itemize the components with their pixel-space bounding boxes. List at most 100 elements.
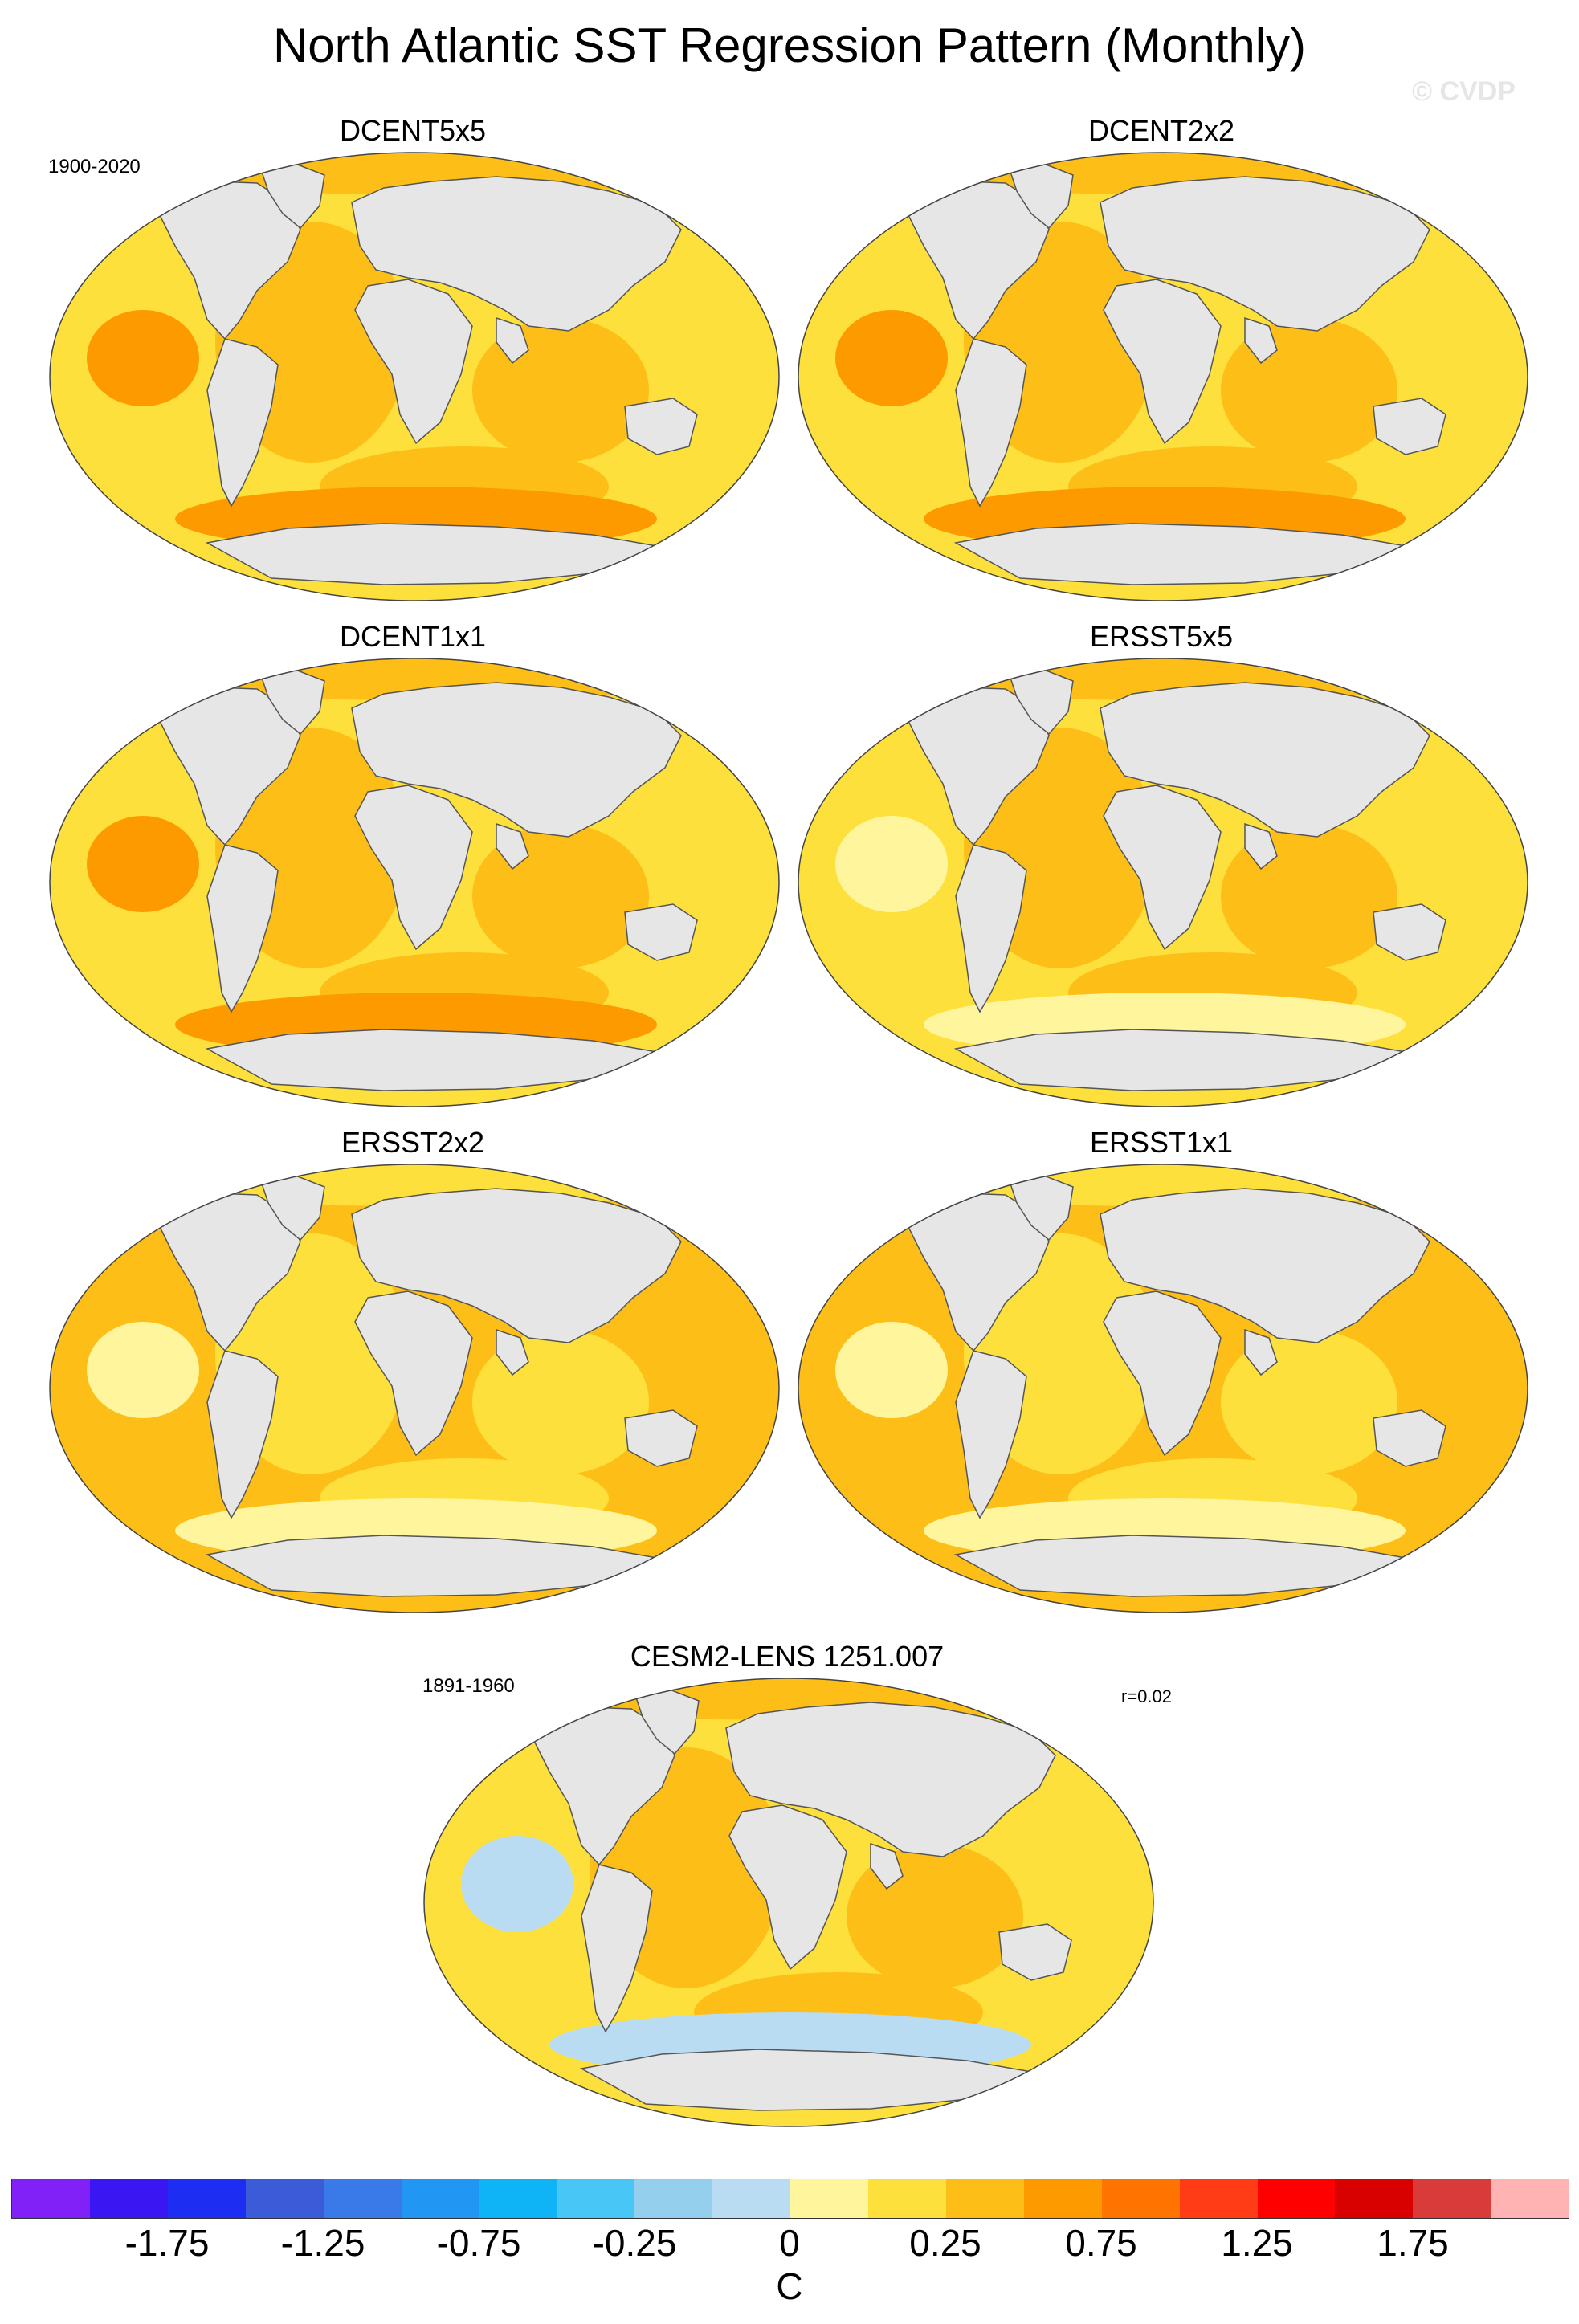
land-mass <box>998 1923 1072 1981</box>
colorbar-tick-label: -0.25 <box>592 2222 677 2264</box>
panel-title-ersst2x2: ERSST2x2 <box>341 1126 485 1159</box>
land-mass <box>158 181 301 340</box>
colorbar-cell <box>712 2179 791 2218</box>
colorbar-tick-label: 0.25 <box>909 2222 981 2264</box>
correlation-label-cesm2-lens: r=0.02 <box>1121 1686 1172 1706</box>
colorbar-cell <box>479 2179 557 2218</box>
colorbar-tick-label: 1.75 <box>1377 2222 1449 2264</box>
land-mass <box>1103 1290 1222 1457</box>
colorbar-cell <box>245 2179 324 2218</box>
land-mass <box>1100 176 1430 332</box>
colorbar-cell <box>1101 2179 1180 2218</box>
sst-anomaly-region <box>87 310 199 406</box>
map-cesm2-lens <box>423 1678 1154 2127</box>
sst-anomaly-region <box>79 1164 753 1206</box>
panel-title-ersst5x5: ERSST5x5 <box>1089 620 1234 653</box>
map-dcent5x5 <box>49 152 780 601</box>
map-dcent1x1 <box>49 658 780 1107</box>
sst-anomaly-region <box>835 310 948 406</box>
colorbar-cell <box>1179 2179 1258 2218</box>
land-mass <box>351 1188 682 1343</box>
land-mass <box>354 279 473 445</box>
map-outline <box>798 658 1528 1107</box>
colorbar-cell <box>323 2179 402 2218</box>
panel-title-ersst1x1: ERSST1x1 <box>1089 1126 1234 1159</box>
colorbar-cell <box>1257 2179 1336 2218</box>
colorbar-tick-label: -1.75 <box>124 2222 210 2264</box>
land-mass <box>1010 1175 1074 1242</box>
land-mass <box>1244 822 1278 870</box>
colorbar <box>11 2179 1569 2219</box>
map-outline <box>49 658 780 1107</box>
sst-anomaly-region <box>453 1678 1128 1720</box>
land-mass <box>1373 398 1446 455</box>
land-mass <box>1244 1328 1278 1376</box>
land-mass <box>1373 1409 1446 1467</box>
land-mass <box>1010 669 1074 736</box>
land-mass <box>532 1706 675 1866</box>
sst-anomaly-region <box>827 153 1502 194</box>
map-dcent2x2 <box>798 152 1528 601</box>
land-mass <box>158 1193 301 1352</box>
colorbar-cell <box>401 2179 479 2218</box>
land-mass <box>496 316 529 365</box>
land-mass <box>261 1175 325 1242</box>
land-mass <box>496 822 529 870</box>
land-mass <box>354 1290 473 1457</box>
colorbar-cell <box>1023 2179 1102 2218</box>
sst-anomaly-region <box>79 658 753 700</box>
period-label-dcent5x5: 1900-2020 <box>48 156 141 177</box>
colorbar-tick-label: 0 <box>779 2222 800 2264</box>
panel-title-dcent5x5: DCENT5x5 <box>339 114 487 147</box>
land-mass <box>955 844 1027 1013</box>
colorbar-tick-label: -0.75 <box>436 2222 521 2264</box>
land-mass <box>635 1689 700 1755</box>
map-ersst5x5 <box>798 658 1528 1107</box>
sst-anomaly-region <box>835 816 948 912</box>
land-mass <box>907 1193 1050 1352</box>
land-mass <box>1103 279 1222 445</box>
colorbar-cell <box>867 2179 946 2218</box>
land-mass <box>1010 163 1074 230</box>
sst-anomaly-region <box>827 1164 1502 1206</box>
map-ersst1x1 <box>798 1164 1528 1613</box>
colorbar-cell <box>12 2179 90 2218</box>
land-mass <box>955 338 1027 508</box>
land-mass <box>354 785 473 951</box>
land-mass <box>624 903 698 961</box>
colorbar-tick-label: 0.75 <box>1065 2222 1137 2264</box>
panel-title-cesm2-lens: CESM2-LENS 1251.007 <box>630 1640 945 1673</box>
map-outline <box>798 1164 1528 1613</box>
land-mass <box>624 1409 698 1467</box>
land-mass <box>955 1350 1027 1519</box>
colorbar-cell <box>89 2179 168 2218</box>
land-mass <box>624 398 698 455</box>
sst-anomaly-region <box>87 816 199 912</box>
land-mass <box>261 163 325 230</box>
map-outline <box>423 1678 1154 2127</box>
sst-anomaly-region <box>79 153 753 194</box>
land-mass <box>206 338 279 508</box>
panel-title-dcent1x1: DCENT1x1 <box>339 620 487 653</box>
colorbar-cell <box>1491 2179 1569 2218</box>
land-mass <box>870 1842 904 1890</box>
land-mass <box>1244 316 1278 365</box>
land-mass <box>351 176 682 332</box>
land-mass <box>206 1350 279 1519</box>
land-mass <box>158 687 301 846</box>
sst-anomaly-region <box>87 1322 199 1418</box>
land-mass <box>351 682 682 838</box>
land-mass <box>1100 682 1430 838</box>
map-outline <box>49 1164 780 1613</box>
watermark: © CVDP <box>1412 76 1516 107</box>
land-mass <box>1373 903 1446 961</box>
map-ersst2x2 <box>49 1164 780 1613</box>
colorbar-cell <box>1335 2179 1414 2218</box>
land-mass <box>1100 1188 1430 1343</box>
colorbar-cell <box>945 2179 1024 2218</box>
colorbar-cell <box>557 2179 635 2218</box>
colorbar-tick-label: -1.25 <box>280 2222 365 2264</box>
land-mass <box>261 669 325 736</box>
map-outline <box>49 152 780 601</box>
land-mass <box>725 1702 1056 1857</box>
